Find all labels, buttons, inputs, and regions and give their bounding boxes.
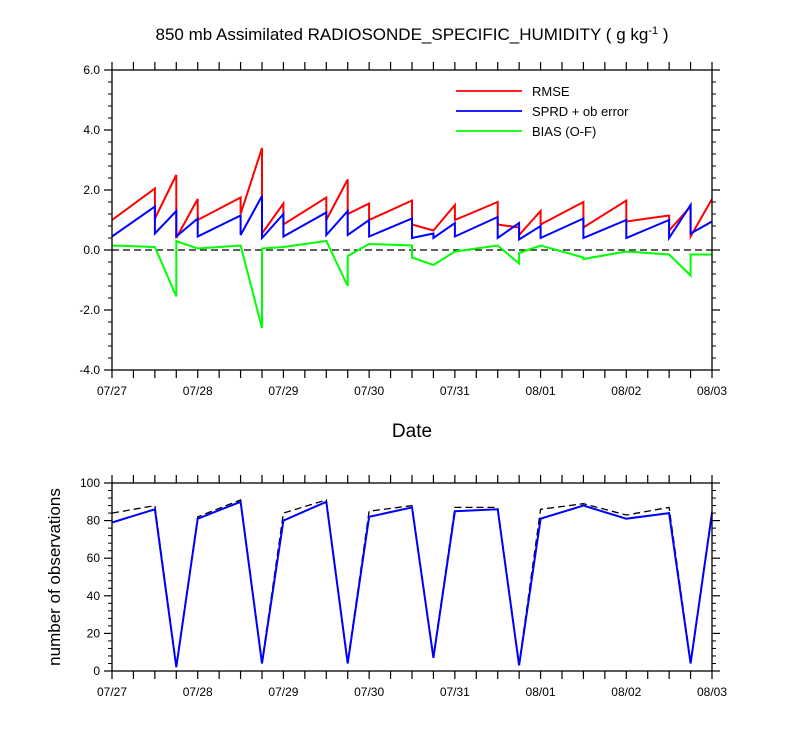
top-x-tick-label: 07/30 [354, 384, 384, 398]
top-y-tick-label: 2.0 [83, 183, 100, 197]
bottom-x-tick-label: 07/29 [268, 685, 298, 699]
bottom-y-tick-label: 20 [87, 626, 101, 640]
bottom-x-tick-label: 07/27 [97, 685, 127, 699]
bottom-series-line-1 [111, 500, 713, 668]
top-x-tick-label: 08/03 [697, 384, 727, 398]
bottom-x-tick-label: 08/01 [526, 685, 556, 699]
legend-label-2: BIAS (O-F) [532, 124, 596, 139]
bottom-y-tick-label: 60 [87, 551, 101, 565]
bottom-y-tick-label: 40 [87, 589, 101, 603]
top-x-tick-label: 08/02 [611, 384, 641, 398]
top-y-tick-label: 4.0 [83, 123, 100, 137]
bottom-x-tick-label: 07/31 [440, 685, 470, 699]
chart-title: 850 mb Assimilated RADIOSONDE_SPECIFIC_H… [156, 25, 669, 44]
top-y-tick-label: 0.0 [83, 243, 100, 257]
top-axis-ticks: -4.0 -2.0 0.0 2.0 4.0 6.0 07/27 07/28 07/29 07/30… [79, 62, 727, 398]
bottom-chart: 0 20 40 60 80 100 07/27 07/28 07/29 07/30 07/31 08/… [45, 475, 727, 699]
top-series-line-2 [111, 239, 712, 329]
bottom-x-tick-label: 08/03 [697, 685, 727, 699]
top-series-line-0 [111, 147, 713, 241]
legend-label-1: SPRD + ob error [532, 104, 629, 119]
bottom-y-axis-label: number of observations [45, 488, 64, 666]
top-y-tick-label: -2.0 [79, 303, 100, 317]
top-x-tick-label: 07/27 [97, 384, 127, 398]
bottom-x-tick-label: 07/30 [354, 685, 384, 699]
top-series-layer [111, 147, 713, 329]
bottom-y-tick-label: 80 [87, 514, 101, 528]
top-chart: -4.0 -2.0 0.0 2.0 4.0 6.0 07/27 07/28 07/29 07/30… [79, 62, 727, 442]
top-x-tick-label: 07/28 [183, 384, 213, 398]
legend-label-0: RMSE [532, 84, 570, 99]
bottom-series-layer [111, 498, 713, 668]
top-x-tick-label: 08/01 [526, 384, 556, 398]
bottom-y-tick-label: 0 [93, 664, 100, 678]
top-x-tick-label: 07/29 [268, 384, 298, 398]
top-x-tick-label: 07/31 [440, 384, 470, 398]
bottom-y-tick-label: 100 [80, 476, 100, 490]
top-series-line-1 [111, 195, 713, 242]
top-legend: RMSE SPRD + ob error BIAS (O-F) [456, 84, 629, 139]
top-y-tick-label: -4.0 [79, 363, 100, 377]
top-y-tick-label: 6.0 [83, 63, 100, 77]
bottom-axis-ticks: 0 20 40 60 80 100 07/27 07/28 07/29 07/30 07/31 08/… [80, 475, 727, 699]
top-x-axis-label: Date [392, 421, 432, 442]
bottom-series-line-0 [111, 498, 713, 666]
bottom-x-tick-label: 07/28 [183, 685, 213, 699]
bottom-x-tick-label: 08/02 [611, 685, 641, 699]
